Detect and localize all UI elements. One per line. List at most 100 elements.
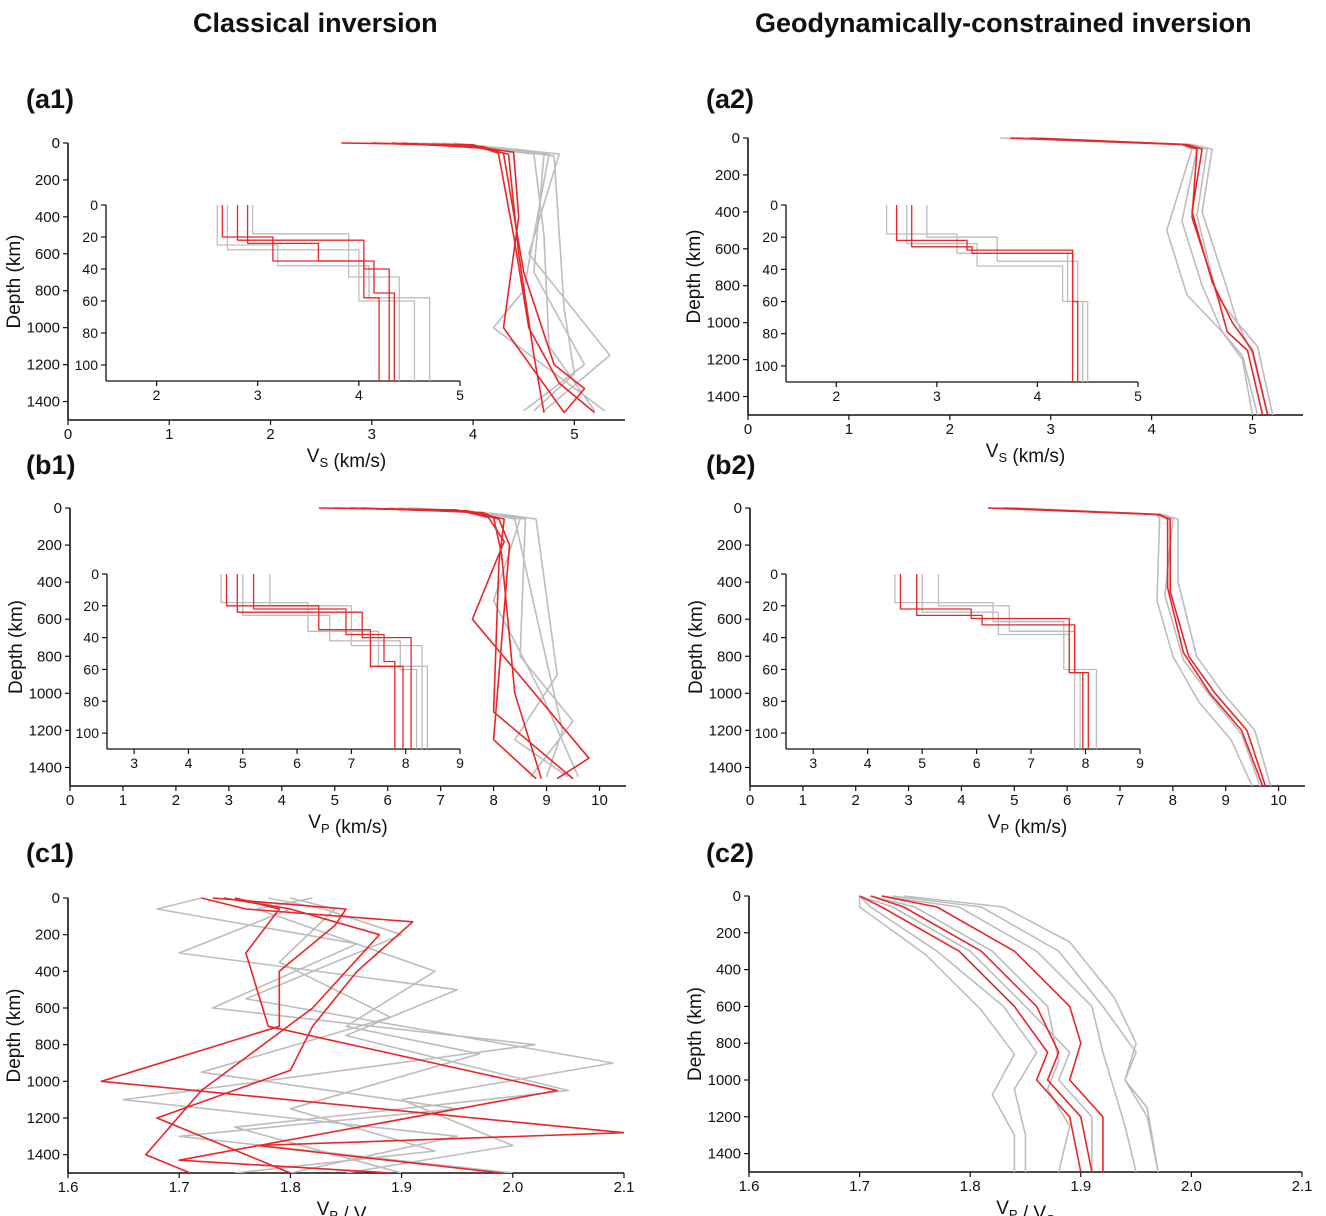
b1-inset: 0 20 40 60 80 100 3 4 5 6 7 8 9	[76, 566, 464, 771]
c1-grey-model-line	[122, 897, 536, 1173]
a2-inset-x-tick-label: 2	[832, 388, 840, 404]
panel-label-c2: (c2)	[706, 838, 755, 868]
c1-grey-model-line	[178, 897, 513, 1173]
a1-red-model-line	[402, 142, 565, 414]
chart-c1: 0 200 400 600 800 1000 1200 1400 1.6 1.7 1.8 1.9 2.0…	[4, 890, 634, 1216]
b1-x-axis-label: VP (km/s)	[308, 812, 387, 838]
b2-x-tick-label: 7	[1116, 792, 1124, 809]
a2-inset-y-tick-label: 100	[755, 358, 779, 374]
b2-x-tick-label: 3	[904, 792, 912, 809]
b2-x-tick-label: 1	[799, 792, 807, 809]
b2-y-tick-label: 1400	[709, 759, 742, 776]
a1-y-tick-label: 200	[35, 172, 60, 189]
b1-inset-y-tick-label: 0	[91, 566, 99, 582]
a1-inset-y-tick-label: 60	[82, 293, 98, 309]
b2-inset-x-tick-label: 9	[1136, 755, 1144, 771]
a2-inset-x-tick-label: 3	[933, 388, 941, 404]
b1-inset-x-tick-label: 4	[185, 755, 193, 771]
b1-inset-grey-model-line	[269, 574, 423, 749]
a2-inset-y-tick-label: 40	[762, 261, 778, 277]
b1-inset-red-model-line	[252, 574, 396, 749]
b2-inset-y-tick-label: 80	[762, 693, 778, 709]
b1-inset-red-model-line	[236, 574, 412, 749]
a1-inset-x-tick-label: 3	[254, 387, 262, 403]
c2-y-tick-label: 200	[716, 925, 741, 942]
b2-inset-y-tick-label: 40	[762, 630, 778, 646]
a2-inset-x-tick-label: 4	[1034, 388, 1042, 404]
b1-inset-red-model-line	[225, 574, 404, 749]
c2-y-tick-label: 1000	[708, 1072, 741, 1089]
a2-x-tick-label: 4	[1147, 421, 1155, 438]
c2-grey-model-line	[903, 895, 1159, 1172]
b1-y-axis-label: Depth (km)	[6, 600, 27, 694]
b2-red-model-line	[1003, 507, 1264, 786]
a1-inset-y-tick-label: 0	[90, 197, 98, 213]
a1-x-tick-label: 1	[165, 426, 173, 443]
a1-y-axis-label: Depth (km)	[4, 235, 25, 329]
b1-inset-x-tick-label: 5	[239, 755, 247, 771]
b1-inset-y-tick-label: 80	[83, 693, 99, 709]
b2-series-group	[987, 507, 1272, 786]
a1-red-model-line	[371, 142, 586, 414]
panel-label-a2: (a2)	[706, 84, 755, 114]
b2-y-tick-label: 0	[734, 500, 742, 517]
c1-grey-model-line	[234, 897, 481, 1173]
b2-inset-y-tick-label: 60	[762, 661, 778, 677]
c2-red-model-line	[870, 895, 1093, 1172]
a2-x-tick-label: 5	[1248, 421, 1256, 438]
c2-grey-model-line	[881, 895, 1137, 1172]
c2-series-group	[858, 895, 1159, 1172]
a2-red-model-line	[1030, 137, 1269, 415]
a2-y-tick-label: 800	[715, 278, 740, 295]
a2-x-axis-label: VS (km/s)	[986, 441, 1065, 467]
b1-x-tick-label: 5	[331, 792, 339, 809]
b2-x-tick-label: 2	[852, 792, 860, 809]
b2-x-tick-label: 0	[746, 792, 754, 809]
c2-x-axis-label: VP / VS	[996, 1198, 1055, 1216]
b2-inset-background	[785, 570, 1141, 749]
c1-series-group	[100, 897, 624, 1173]
a1-y-tick-label: 1400	[27, 394, 60, 411]
a1-y-tick-label: 600	[35, 246, 60, 263]
a1-grey-model-line	[452, 142, 611, 412]
b1-x-tick-label: 10	[591, 792, 608, 809]
a2-inset: 0 20 40 60 80 100 2 3 4 5	[755, 197, 1142, 404]
c1-y-tick-label: 200	[35, 927, 60, 944]
c1-x-tick-label: 1.8	[280, 1179, 301, 1196]
a1-inset-x-tick-label: 4	[355, 387, 363, 403]
a1-y-tick-label: 0	[52, 135, 60, 152]
a2-y-axis-label: Depth (km)	[684, 230, 705, 324]
b2-inset-x-tick-label: 8	[1082, 755, 1090, 771]
panel-label-b1: (b1)	[26, 450, 76, 480]
a2-inset-grey-model-line	[926, 205, 1079, 382]
b2-inset-grey-model-line	[894, 574, 1098, 749]
b2-inset-x-tick-label: 6	[973, 755, 981, 771]
c1-x-tick-label: 1.7	[169, 1179, 190, 1196]
a2-y-tick-label: 1000	[707, 315, 740, 332]
b2-x-tick-label: 10	[1270, 792, 1287, 809]
b1-inset-x-tick-label: 7	[347, 755, 355, 771]
c2-y-tick-label: 1400	[708, 1146, 741, 1163]
b1-x-tick-label: 1	[119, 792, 127, 809]
a1-x-tick-label: 2	[266, 426, 274, 443]
b1-x-tick-label: 6	[384, 792, 392, 809]
b1-y-tick-label: 1000	[29, 685, 62, 702]
a1-inset-y-tick-label: 40	[82, 261, 98, 277]
a1-inset-grey-model-line	[226, 205, 416, 381]
c1-y-tick-label: 800	[35, 1037, 60, 1054]
panel-label-c1: (c1)	[26, 838, 75, 868]
b1-inset-x-tick-label: 6	[293, 755, 301, 771]
b2-y-tick-label: 200	[717, 537, 742, 554]
b2-x-axis-label: VP (km/s)	[988, 812, 1067, 838]
c2-y-tick-label: 0	[733, 888, 741, 905]
a2-inset-y-tick-label: 20	[762, 229, 778, 245]
c1-red-model-line	[178, 897, 559, 1173]
a1-inset-red-model-line	[246, 205, 395, 381]
c1-y-tick-label: 600	[35, 1000, 60, 1017]
a1-y-tick-label: 1000	[27, 320, 60, 337]
c1-x-tick-label: 1.6	[58, 1179, 79, 1196]
a1-x-tick-label: 3	[368, 426, 376, 443]
